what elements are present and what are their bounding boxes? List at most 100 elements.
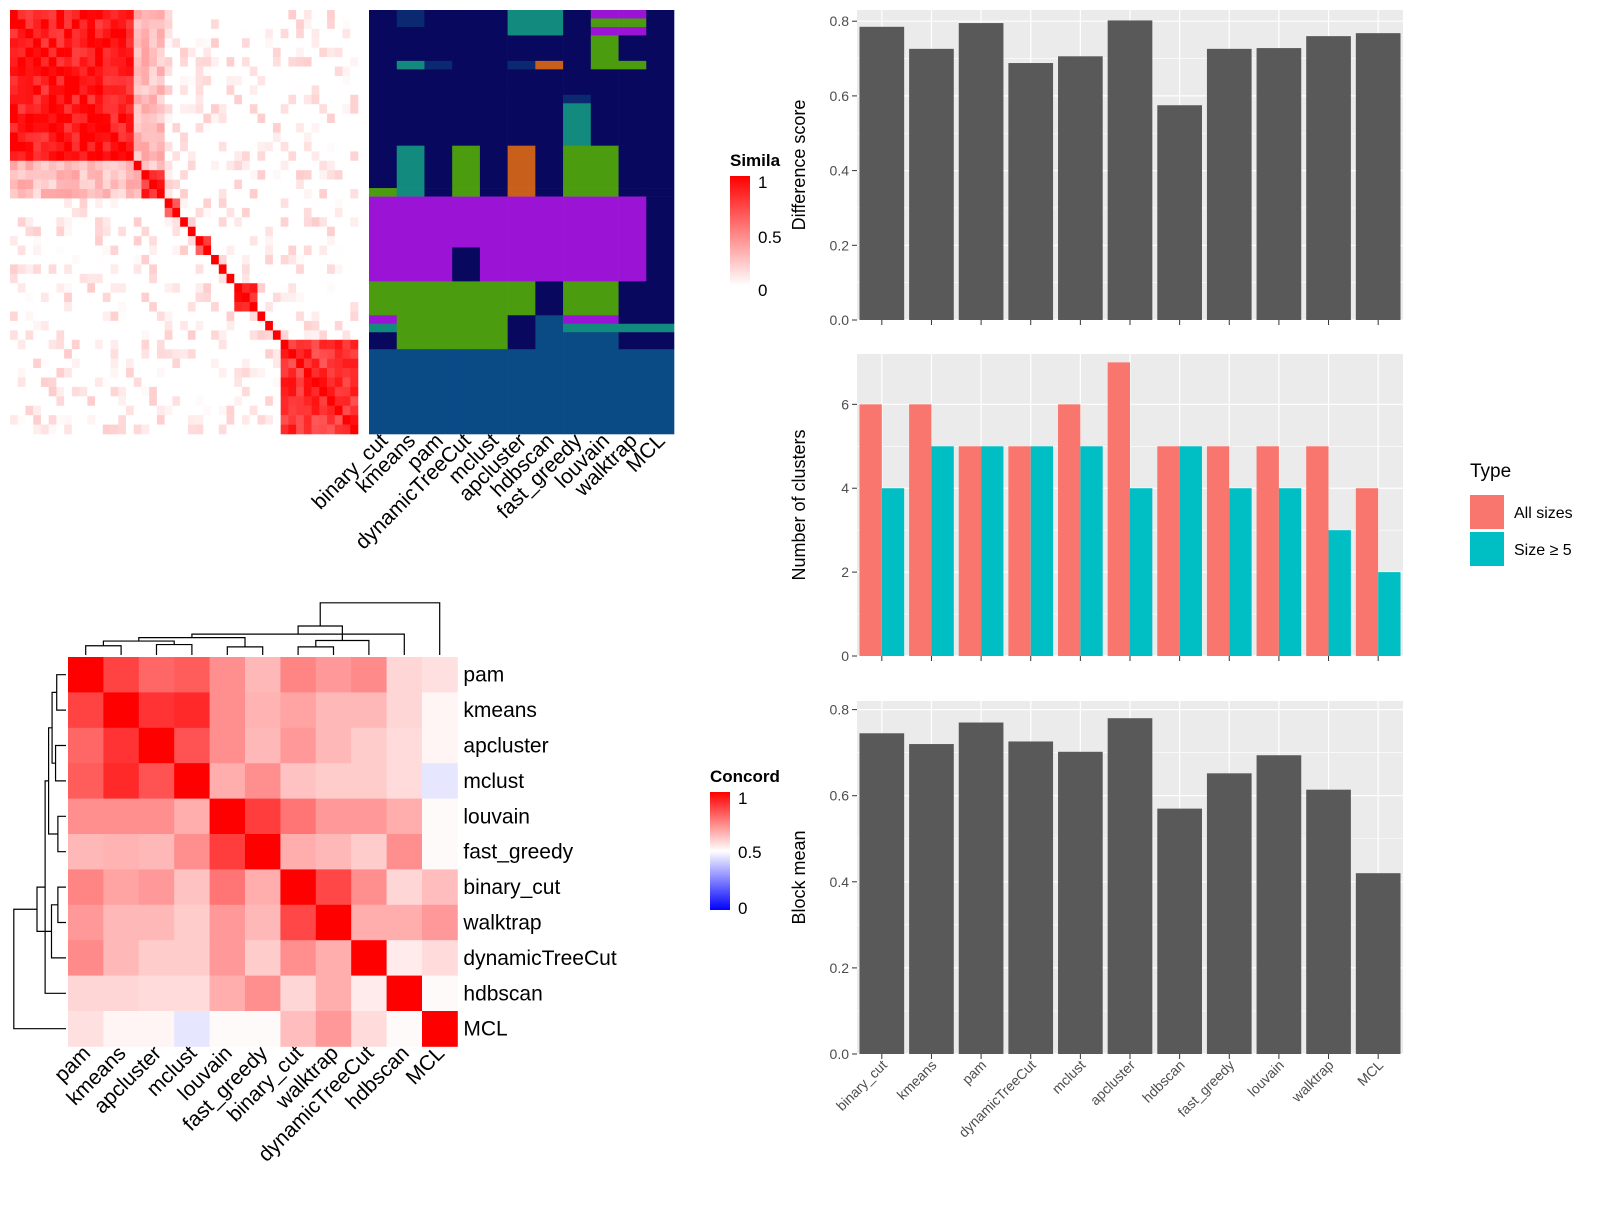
similarity-cell [164,123,173,133]
similarity-cell [102,283,111,293]
similarity-cell [334,189,343,199]
similarity-cell [79,123,88,133]
similarity-cell [149,217,158,228]
similarity-cell [25,358,34,369]
similarity-cell [172,170,181,180]
similarity-cell [17,104,26,114]
similarity-cell [180,368,189,378]
similarity-cell [102,28,111,39]
similarity-cell [327,113,336,124]
similarity-cell [10,339,19,350]
similarity-cell [280,57,289,67]
similarity-cell [319,217,328,228]
similarity-cell [288,160,297,171]
similarity-cell [327,151,336,162]
similarity-cell [288,377,297,388]
similarity-cell [234,141,243,152]
similarity-cell [280,349,289,359]
membership-cell [590,18,619,28]
similarity-cell [288,151,297,162]
similarity-cell [40,94,49,105]
similarity-cell [102,179,111,190]
similarity-cell [102,141,111,152]
similarity-cell [187,292,196,303]
concordance-cell [386,798,423,835]
similarity-cell [79,207,88,218]
similarity-cell [249,236,258,246]
similarity-cell [319,358,328,369]
similarity-cell [265,85,274,96]
similarity-cell [33,151,42,162]
similarity-cell [249,113,258,124]
similarity-cell [164,189,173,199]
membership-cell [452,349,481,435]
similarity-cell [311,302,320,312]
similarity-cell [64,132,73,143]
similarity-cell [242,330,251,341]
similarity-cell [126,141,135,152]
similarity-cell [141,151,150,162]
similarity-cell [226,368,235,378]
similarity-cell [33,311,42,322]
similarity-cell [265,424,274,435]
similarity-cell [126,123,135,133]
similarity-cell [141,47,150,58]
similarity-cell [87,132,96,143]
similarity-cell [311,273,320,284]
similarity-cell [242,245,251,256]
similarity-cell [56,273,65,284]
similarity-cell [350,226,359,237]
similarity-cell [334,47,343,58]
similarity-cell [319,264,328,275]
similarity-cell [25,264,34,275]
similarity-cell [56,368,65,378]
similarity-cell [187,179,196,190]
similarity-cell [149,358,158,369]
similarity-cell [342,405,351,416]
similarity-cell [272,170,281,180]
similarity-cell [195,94,204,105]
similarity-cell [141,396,150,407]
similarity-cell [133,330,142,341]
similarity-cell [311,47,320,58]
similarity-cell [10,358,19,369]
concordance-cell [174,657,210,693]
similarity-cell [141,104,150,114]
similarity-cell [87,170,96,180]
similarity-cell [319,377,328,388]
similarity-cell [95,236,104,246]
membership-cell [535,26,564,36]
similarity-cell [87,198,96,209]
similarity-cell [149,207,158,218]
similarity-cell [56,311,65,322]
similarity-cell [164,57,173,67]
similarity-cell [172,85,181,96]
similarity-cell [303,292,312,303]
similarity-cell [25,415,34,425]
similarity-cell [102,405,111,416]
similarity-cell [280,254,289,265]
similarity-cell [10,10,19,20]
similarity-cell [234,170,243,180]
similarity-cell [126,330,135,341]
similarity-cell [257,264,266,275]
concordance-cell [280,727,317,764]
similarity-cell [10,415,19,425]
similarity-cell [95,10,104,20]
similarity-cell [156,273,165,284]
similarity-cell [126,66,135,77]
similarity-cell [187,368,196,378]
concordance-heatmap: pamkmeansapclustermclustlouvainfast_gree… [13,602,617,1166]
similarity-cell [87,141,96,152]
membership-cell [396,94,425,104]
similarity-cell [319,302,328,312]
similarity-cell [40,160,49,171]
similarity-cell [226,236,235,246]
similarity-cell [288,113,297,124]
similarity-cell [25,236,34,246]
similarity-cell [118,217,127,228]
concordance-cell [386,763,423,799]
similarity-cell [195,226,204,237]
membership-cell [590,94,619,104]
similarity-cell [195,207,204,218]
